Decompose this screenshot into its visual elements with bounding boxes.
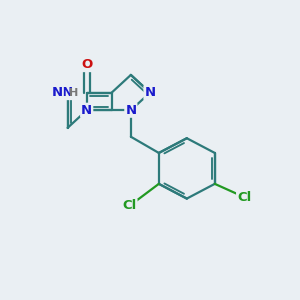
Text: N: N (144, 86, 156, 99)
Text: H: H (69, 88, 78, 98)
Text: O: O (81, 58, 92, 71)
Text: N: N (52, 86, 63, 99)
Text: Cl: Cl (122, 200, 136, 212)
Text: Cl: Cl (237, 190, 251, 204)
Text: N: N (62, 86, 73, 99)
Text: N: N (125, 104, 136, 117)
Text: N: N (81, 104, 92, 117)
